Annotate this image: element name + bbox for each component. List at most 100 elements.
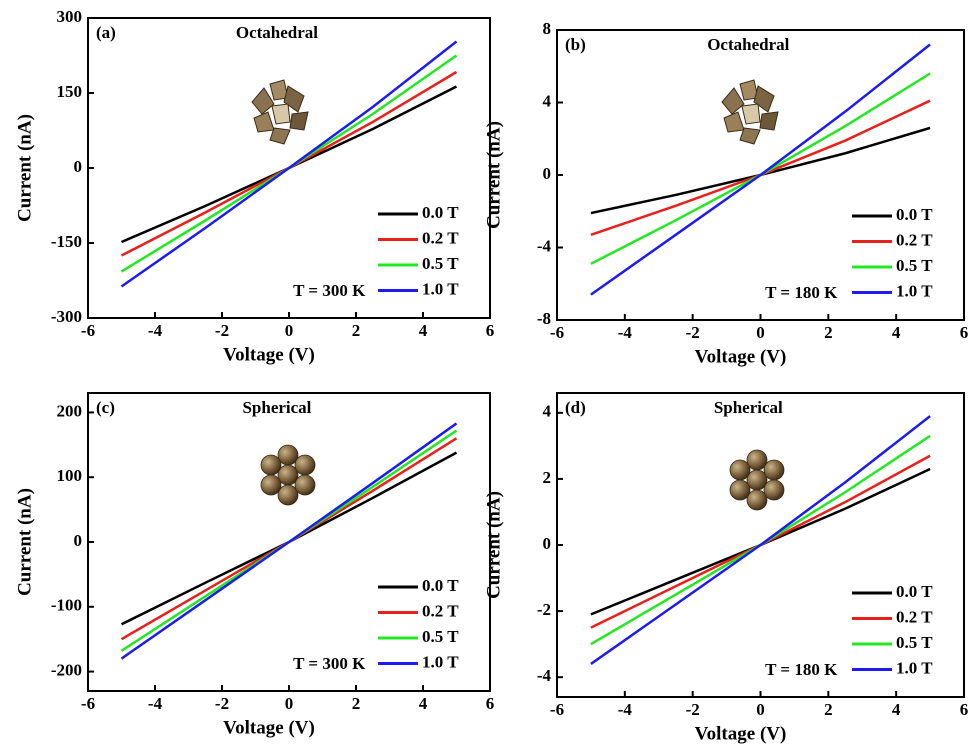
panel-title: Spherical (242, 398, 311, 417)
x-tick-label: 0 (756, 323, 765, 342)
y-tick-label: -300 (51, 307, 82, 326)
legend-label: 0.0 T (896, 205, 933, 224)
y-tick-label: 300 (57, 7, 83, 26)
y-tick-label: 4 (543, 91, 552, 110)
legend-label: 0.0 T (422, 576, 459, 595)
annotation: T = 300 K (293, 654, 366, 673)
panel-label: (a) (96, 23, 116, 42)
x-tick-label: 0 (756, 700, 765, 719)
x-axis-label: Voltage (V) (695, 346, 787, 367)
x-axis-label: Voltage (V) (223, 717, 315, 738)
x-tick-label: 6 (486, 321, 495, 340)
y-tick-label: 150 (57, 82, 83, 101)
y-tick-label: 4 (543, 402, 552, 421)
annotation: T = 180 K (765, 660, 838, 679)
y-tick-label: 0 (74, 157, 83, 176)
sphere (277, 444, 299, 466)
x-tick-label: 2 (352, 694, 361, 713)
x-tick-label: -6 (550, 323, 564, 342)
legend-label: 0.2 T (422, 601, 459, 620)
x-tick-label: 4 (419, 694, 428, 713)
y-tick-label: 100 (57, 466, 83, 485)
x-tick-label: 6 (960, 323, 969, 342)
data-line (120, 40, 458, 288)
legend-label: 1.0 T (422, 652, 459, 671)
y-axis-label: Current (nA) (14, 114, 35, 222)
x-axis-label: Voltage (V) (695, 723, 787, 744)
x-tick-label: 4 (892, 700, 901, 719)
y-tick-label: -4 (537, 236, 552, 255)
legend-label: 0.5 T (896, 633, 933, 652)
x-tick-label: 2 (352, 321, 361, 340)
legend-label: 1.0 T (896, 658, 933, 677)
data-line (590, 126, 931, 215)
x-tick-label: 6 (960, 700, 969, 719)
annotation: T = 180 K (765, 283, 838, 302)
data-line (590, 415, 931, 665)
y-tick-label: -200 (51, 660, 82, 679)
sphere (294, 454, 316, 476)
x-tick-label: -2 (686, 700, 700, 719)
y-tick-label: 0 (74, 531, 83, 550)
sphere (729, 459, 751, 481)
y-tick-label: -2 (537, 600, 551, 619)
annotation: T = 300 K (293, 281, 366, 300)
data-line (120, 422, 458, 660)
octahedral-icon (251, 79, 309, 145)
legend-label: 0.5 T (896, 256, 933, 275)
x-tick-label: -4 (148, 321, 163, 340)
y-tick-label: -100 (51, 596, 82, 615)
data-line (590, 43, 931, 296)
sphere (763, 479, 785, 501)
y-axis-label: Current (nA) (14, 488, 35, 596)
panel-title: Octahedral (707, 35, 789, 54)
legend-label: 0.0 T (896, 582, 933, 601)
sphere (277, 484, 299, 506)
legend-label: 1.0 T (422, 279, 459, 298)
x-tick-label: -6 (550, 700, 564, 719)
panel-title: Octahedral (236, 23, 318, 42)
octahedral-icon (721, 79, 779, 145)
legend-label: 0.5 T (422, 627, 459, 646)
sphere (277, 464, 299, 486)
sphere (260, 454, 282, 476)
y-tick-label: -8 (537, 309, 551, 328)
x-tick-label: -4 (618, 323, 633, 342)
x-tick-label: 2 (824, 323, 833, 342)
legend-label: 0.5 T (422, 254, 459, 273)
x-tick-label: 4 (892, 323, 901, 342)
sphere (729, 479, 751, 501)
y-tick-label: 0 (543, 164, 552, 183)
spherical-icon (729, 449, 785, 511)
x-tick-label: -6 (81, 694, 95, 713)
x-tick-label: 4 (419, 321, 428, 340)
sphere (746, 449, 768, 471)
x-tick-label: 0 (285, 321, 294, 340)
y-tick-label: 2 (543, 468, 552, 487)
x-tick-label: 6 (486, 694, 495, 713)
x-tick-label: -6 (81, 321, 95, 340)
sphere (260, 474, 282, 496)
y-tick-label: 8 (543, 19, 552, 38)
x-tick-label: -2 (215, 694, 229, 713)
x-axis-label: Voltage (V) (223, 344, 315, 365)
x-tick-label: -4 (618, 700, 633, 719)
y-tick-label: 200 (57, 401, 83, 420)
sphere (763, 459, 785, 481)
x-tick-label: -2 (686, 323, 700, 342)
panel-label: (c) (96, 398, 115, 417)
sphere (746, 489, 768, 511)
legend-label: 0.2 T (896, 607, 933, 626)
legend-label: 0.0 T (422, 203, 459, 222)
y-tick-label: 0 (543, 534, 552, 553)
x-tick-label: 0 (285, 694, 294, 713)
y-tick-label: -4 (537, 666, 552, 685)
spherical-icon (260, 444, 316, 506)
legend-label: 0.2 T (422, 228, 459, 247)
y-axis-label: Current (nA) (483, 121, 504, 229)
legend-label: 1.0 T (896, 281, 933, 300)
legend-label: 0.2 T (896, 230, 933, 249)
panel-title: Spherical (714, 398, 783, 417)
x-tick-label: 2 (824, 700, 833, 719)
